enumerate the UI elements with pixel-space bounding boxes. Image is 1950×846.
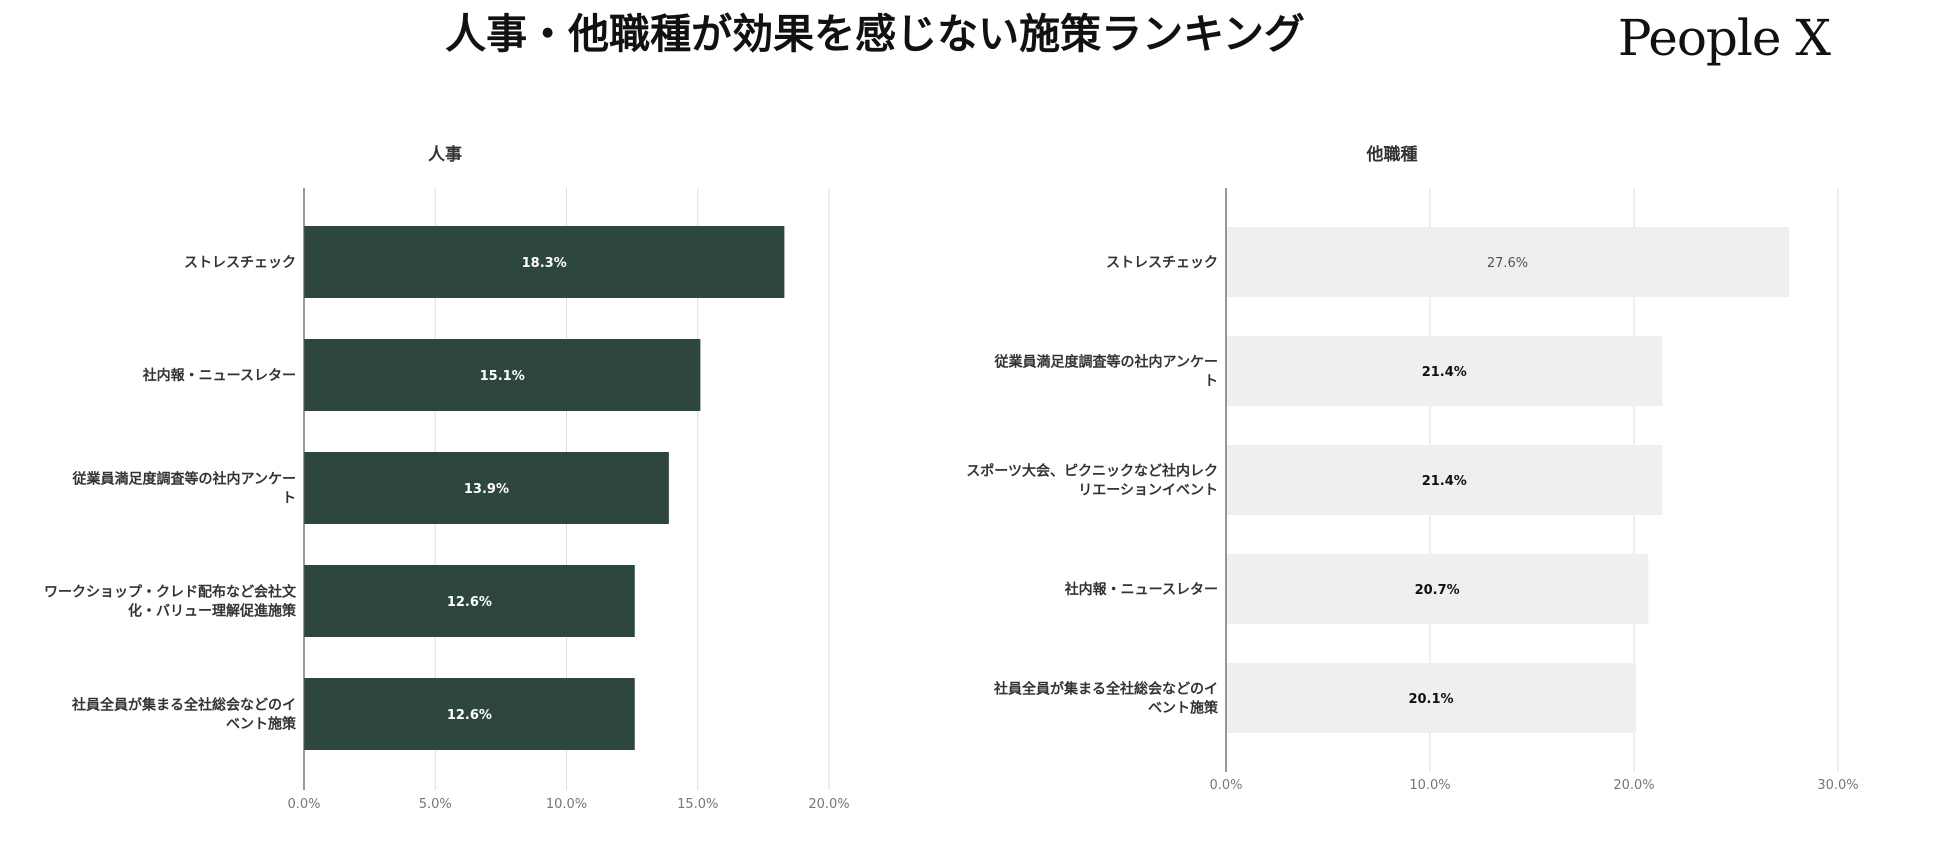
other-category-label: ト xyxy=(1204,374,1218,390)
hr-category-label: 従業員満足度調査等の社内アンケー xyxy=(72,471,296,488)
hr-category-label: ワークショップ・クレド配布など会社文 xyxy=(44,584,297,601)
other-bar xyxy=(1226,554,1649,624)
other-bar xyxy=(1226,227,1790,297)
hr-category-label: ト xyxy=(282,491,296,507)
other-category-label: 従業員満足度調査等の社内アンケー xyxy=(994,354,1218,371)
hr-category-label: ベント施策 xyxy=(226,716,297,733)
other-x-tick-label: 20.0% xyxy=(1613,778,1654,793)
other-category-label: 社員全員が集まる全社総会などのイ xyxy=(993,681,1218,698)
other-bar xyxy=(1226,336,1663,406)
hr-data-label: 18.3% xyxy=(522,256,567,271)
hr-data-label: 15.1% xyxy=(480,369,525,384)
hr-category-label: 化・バリュー理解促進施策 xyxy=(128,603,297,620)
chart-hr: 人事 0.0% 5.0% 10.0% 15.0% 20.0% 18.3% ストレスチェック 15… xyxy=(44,145,850,812)
other-x-tick-label: 30.0% xyxy=(1817,778,1858,793)
hr-bar xyxy=(304,339,701,411)
hr-data-label: 12.6% xyxy=(447,595,492,610)
page-title: 人事・他職種が効果を感じない施策ランキング xyxy=(445,10,1305,58)
other-data-label: 21.4% xyxy=(1422,365,1467,380)
hr-category-label: ストレスチェック xyxy=(184,255,296,271)
other-x-tick-label: 10.0% xyxy=(1409,778,1450,793)
other-data-label: 20.7% xyxy=(1415,583,1460,598)
hr-bar xyxy=(304,678,635,750)
other-chart-title: 他職種 xyxy=(1366,144,1418,165)
hr-data-label: 13.9% xyxy=(464,482,509,497)
other-category-label: リエーションイベント xyxy=(1078,483,1218,499)
other-bar xyxy=(1226,445,1663,515)
hr-x-tick-label: 5.0% xyxy=(419,797,452,812)
hr-bar xyxy=(304,452,669,524)
hr-bar xyxy=(304,226,785,298)
hr-bar xyxy=(304,565,635,637)
other-data-label: 20.1% xyxy=(1408,692,1453,707)
hr-data-label: 12.6% xyxy=(447,708,492,723)
other-bar xyxy=(1226,663,1637,733)
hr-category-label: 社内報・ニュースレター xyxy=(142,367,296,384)
hr-x-tick-label: 20.0% xyxy=(808,797,849,812)
other-category-label: ベント施策 xyxy=(1148,700,1219,717)
hr-x-tick-label: 0.0% xyxy=(287,797,320,812)
hr-x-tick-label: 10.0% xyxy=(546,797,587,812)
brand-logo: People X xyxy=(1617,9,1831,67)
other-data-label: 21.4% xyxy=(1422,474,1467,489)
other-data-label: 27.6% xyxy=(1487,256,1528,271)
hr-chart-title: 人事 xyxy=(428,145,462,165)
other-category-label: 社内報・ニュースレター xyxy=(1064,581,1218,598)
hr-x-tick-label: 15.0% xyxy=(677,797,718,812)
other-category-label: スポーツ大会、ピクニックなど社内レク xyxy=(966,463,1218,480)
other-category-label: ストレスチェック xyxy=(1106,255,1218,271)
other-x-tick-label: 0.0% xyxy=(1209,778,1242,793)
hr-category-label: 社員全員が集まる全社総会などのイ xyxy=(71,697,296,714)
